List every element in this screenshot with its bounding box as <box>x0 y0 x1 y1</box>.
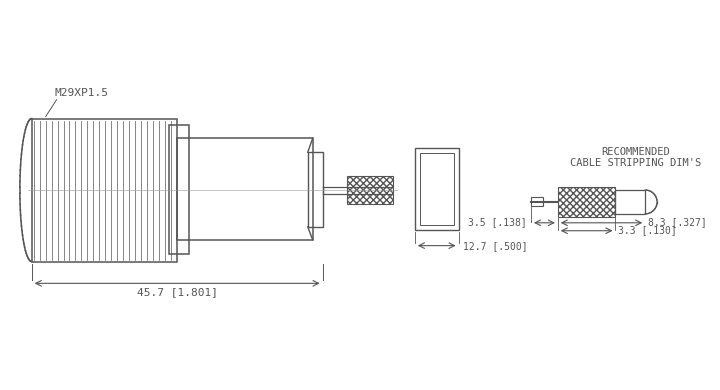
Bar <box>415 148 459 230</box>
Bar <box>531 197 543 206</box>
Bar <box>347 176 393 204</box>
Text: M29XP1.5: M29XP1.5 <box>55 88 109 98</box>
Text: CABLE STRIPPING DIM'S: CABLE STRIPPING DIM'S <box>570 158 701 168</box>
Text: 8.3 [.327]: 8.3 [.327] <box>648 217 707 227</box>
Text: RECOMMENDED: RECOMMENDED <box>601 147 670 157</box>
Bar <box>420 153 454 225</box>
Bar <box>307 152 323 227</box>
Bar <box>168 124 189 254</box>
Text: 3.3 [.130]: 3.3 [.130] <box>618 225 677 235</box>
Bar <box>616 190 645 214</box>
Bar <box>176 138 312 240</box>
Text: 3.5 [.138]: 3.5 [.138] <box>468 217 527 227</box>
Bar <box>558 187 616 217</box>
Bar <box>32 119 176 262</box>
Text: 12.7 [.500]: 12.7 [.500] <box>462 241 527 251</box>
Text: 45.7 [1.801]: 45.7 [1.801] <box>137 287 217 297</box>
